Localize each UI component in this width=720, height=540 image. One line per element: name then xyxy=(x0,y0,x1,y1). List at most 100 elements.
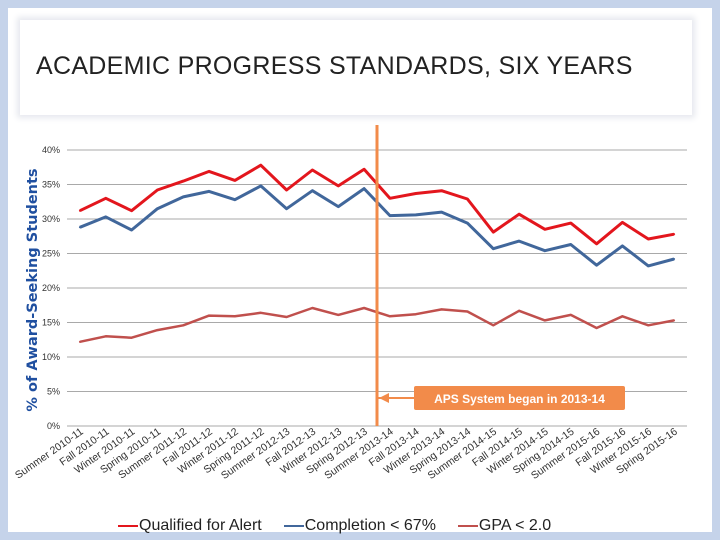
y-tick-label: 15% xyxy=(42,318,60,328)
title-box xyxy=(20,20,692,115)
data-point xyxy=(621,221,624,224)
data-point xyxy=(78,226,81,229)
data-point xyxy=(259,164,262,167)
data-point xyxy=(414,213,417,216)
data-point xyxy=(337,313,340,316)
data-point xyxy=(285,189,288,192)
legend-label-qualified: Qualified for Alert xyxy=(139,517,262,534)
data-point xyxy=(543,228,546,231)
data-point xyxy=(388,214,391,217)
data-point xyxy=(647,238,650,241)
data-point xyxy=(440,308,443,311)
data-point xyxy=(414,192,417,195)
data-point xyxy=(182,324,185,327)
data-point xyxy=(647,324,650,327)
data-point xyxy=(543,319,546,322)
data-point xyxy=(621,244,624,247)
legend-label-gpa: GPA < 2.0 xyxy=(478,517,552,534)
data-point xyxy=(208,314,211,317)
data-point xyxy=(259,184,262,187)
y-axis-label: % of Award-Seeking Students xyxy=(25,168,41,411)
data-point xyxy=(440,189,443,192)
y-tick-label: 40% xyxy=(42,145,60,155)
data-point xyxy=(285,207,288,210)
y-tick-label: 30% xyxy=(42,214,60,224)
data-point xyxy=(259,311,262,314)
data-point xyxy=(673,258,676,261)
data-point xyxy=(569,313,572,316)
data-point xyxy=(388,315,391,318)
data-point xyxy=(595,327,598,330)
data-point xyxy=(208,190,211,193)
data-point xyxy=(466,197,469,200)
data-point xyxy=(492,231,495,234)
chart-legend: Qualified for Alert Completion < 67% GPA… xyxy=(118,515,573,537)
y-tick-label: 25% xyxy=(42,249,60,259)
y-tick-label: 0% xyxy=(47,421,60,431)
data-point xyxy=(569,243,572,246)
data-point xyxy=(182,180,185,183)
data-point xyxy=(285,315,288,318)
y-tick-label: 10% xyxy=(42,352,60,362)
data-point xyxy=(337,205,340,208)
data-point xyxy=(492,324,495,327)
annotation-label: APS System began in 2013-14 xyxy=(434,392,605,406)
data-point xyxy=(673,233,676,236)
data-point xyxy=(233,179,236,182)
data-point xyxy=(156,329,159,332)
data-point xyxy=(78,340,81,343)
annotation-box xyxy=(414,386,625,410)
data-point xyxy=(647,264,650,267)
data-point xyxy=(104,335,107,338)
data-point xyxy=(156,189,159,192)
legend-item-qualified: Qualified for Alert xyxy=(118,517,262,535)
data-point xyxy=(595,264,598,267)
data-point xyxy=(518,309,521,312)
data-point xyxy=(311,307,314,310)
data-point xyxy=(363,168,366,171)
data-point xyxy=(673,319,676,322)
legend-item-gpa: GPA < 2.0 xyxy=(457,517,552,535)
data-point xyxy=(182,195,185,198)
data-point xyxy=(569,222,572,225)
y-tick-label: 5% xyxy=(47,387,60,397)
annotation-group: APS System began in 2013-14 xyxy=(375,125,625,426)
data-point xyxy=(363,307,366,310)
data-point xyxy=(518,240,521,243)
data-point xyxy=(363,187,366,190)
data-point xyxy=(130,229,133,232)
data-point xyxy=(208,170,211,173)
data-point xyxy=(233,315,236,318)
data-point xyxy=(104,197,107,200)
y-tick-label: 35% xyxy=(42,180,60,190)
data-point xyxy=(233,198,236,201)
data-point xyxy=(337,184,340,187)
data-point xyxy=(130,336,133,339)
data-point xyxy=(466,310,469,313)
data-point xyxy=(156,207,159,210)
y-axis-ticks: 0% 5% 10% 15% 20% 25% 30% 35% 40% xyxy=(42,145,60,431)
annotation-arrow-head xyxy=(379,393,389,403)
legend-label-completion: Completion < 67% xyxy=(304,517,436,534)
y-tick-label: 20% xyxy=(42,283,60,293)
data-point xyxy=(492,247,495,250)
legend-swatch-completion xyxy=(283,525,304,527)
data-point xyxy=(466,222,469,225)
data-point xyxy=(104,215,107,218)
data-point xyxy=(311,169,314,172)
data-point xyxy=(388,197,391,200)
data-point xyxy=(130,209,133,212)
data-point xyxy=(311,189,314,192)
data-point xyxy=(543,249,546,252)
data-point xyxy=(621,315,624,318)
data-point xyxy=(518,213,521,216)
data-point xyxy=(414,313,417,316)
data-point xyxy=(78,209,81,212)
data-point xyxy=(595,242,598,245)
legend-swatch-gpa xyxy=(457,525,478,527)
chart-title: ACADEMIC PROGRESS STANDARDS, SIX YEARS xyxy=(36,52,633,80)
legend-item-completion: Completion < 67% xyxy=(283,517,436,535)
data-point xyxy=(440,211,443,214)
